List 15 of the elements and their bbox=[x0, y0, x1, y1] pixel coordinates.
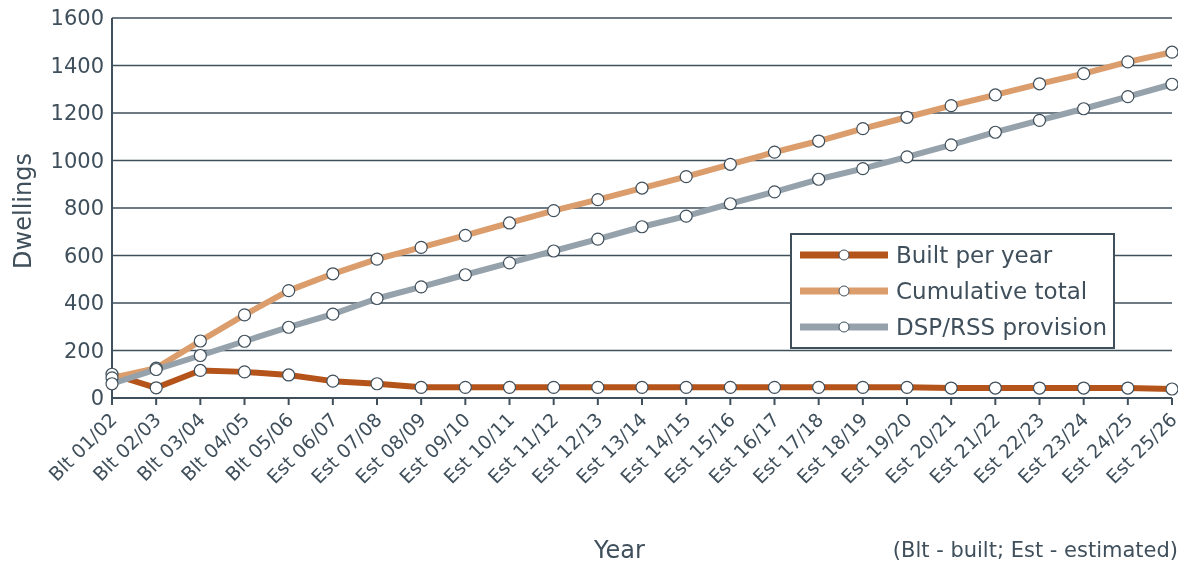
text: (Blt - built; Est - estimated) bbox=[892, 538, 1178, 562]
y-tick-label: 800 bbox=[63, 196, 104, 221]
legend-label: DSP/RSS provision bbox=[896, 313, 1108, 342]
legend-label: Built per year bbox=[896, 241, 1053, 270]
y-tick-label: 1200 bbox=[50, 101, 104, 126]
x-axis-title: Year bbox=[594, 536, 645, 564]
y-tick-label: 1000 bbox=[50, 148, 104, 173]
y-tick-label: 0 bbox=[90, 386, 104, 411]
y-axis-title: Dwellings bbox=[9, 153, 38, 269]
y-tick-label: 1400 bbox=[50, 53, 104, 78]
y-tick-label: 200 bbox=[63, 338, 104, 363]
y-tick-label: 400 bbox=[63, 291, 104, 316]
y-tick-label: 600 bbox=[63, 243, 104, 268]
legend-label: Cumulative total bbox=[896, 277, 1088, 306]
y-tick-label: 1600 bbox=[50, 6, 104, 31]
